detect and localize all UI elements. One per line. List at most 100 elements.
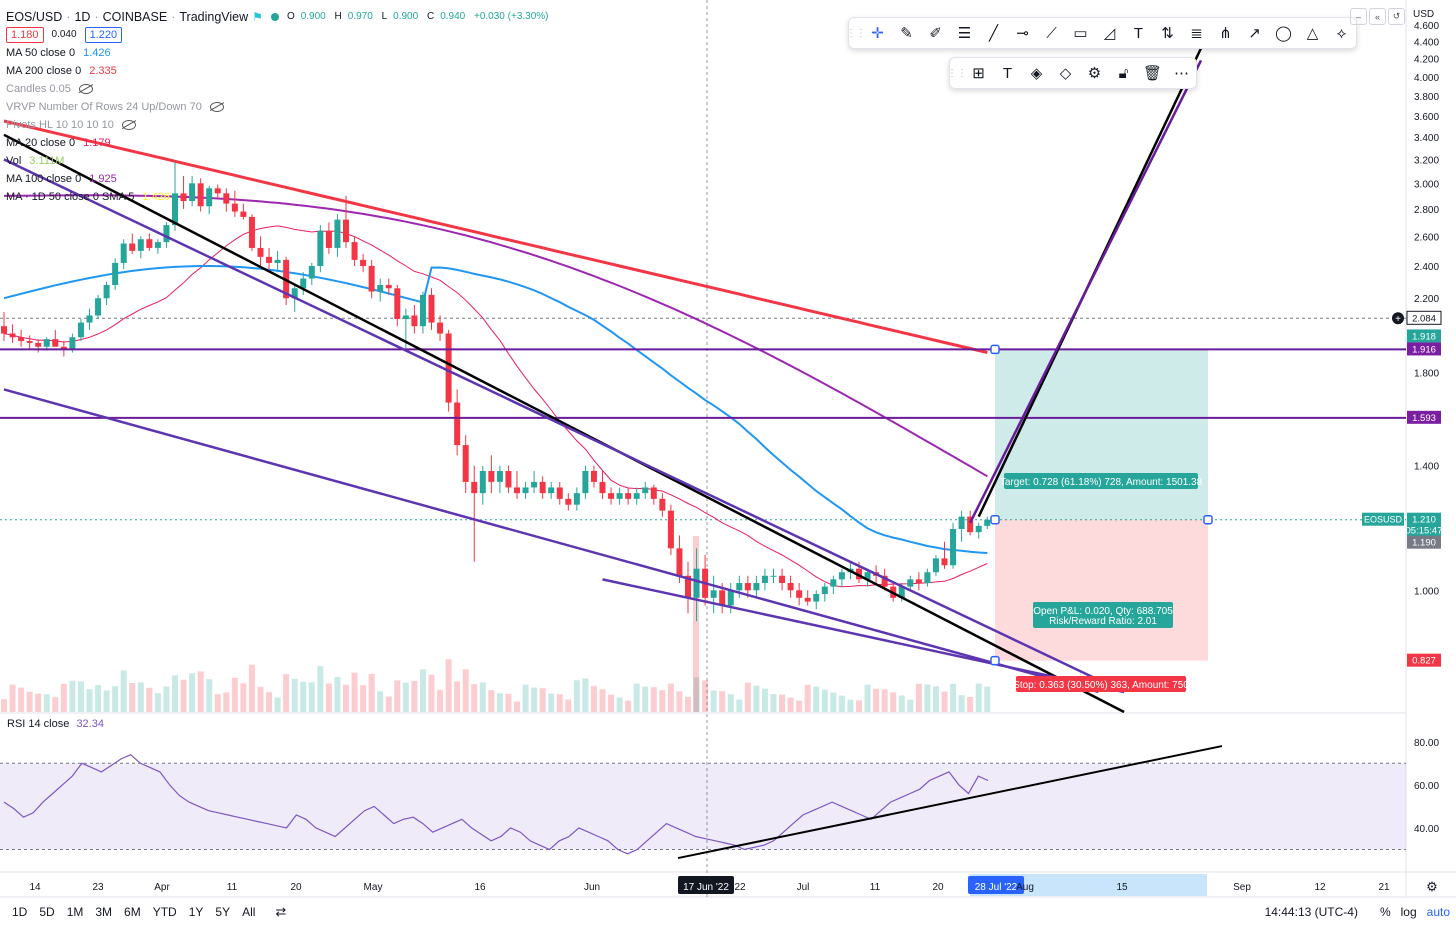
- hidden-eye-icon[interactable]: [209, 102, 224, 112]
- timeframe-all[interactable]: All: [242, 904, 256, 919]
- window-controls: – « ↺: [1350, 8, 1405, 25]
- timeframe-5y[interactable]: 5Y: [215, 904, 231, 919]
- text-icon[interactable]: T: [1002, 64, 1013, 82]
- volume-bar: [180, 679, 187, 712]
- indicator-value: 1.925: [89, 173, 117, 185]
- volume-bar: [360, 685, 367, 712]
- interval[interactable]: 1D: [74, 10, 91, 24]
- volume-bar: [95, 685, 102, 712]
- rectangle-icon[interactable]: ▭: [1073, 25, 1088, 42]
- log-toggle[interactable]: log: [1400, 904, 1417, 919]
- indicator-5[interactable]: MA 20 close 0 1.179: [6, 134, 549, 152]
- time-tick: Aug: [1016, 882, 1034, 893]
- stop-zone: [995, 519, 1208, 661]
- candle-body: [967, 516, 974, 533]
- candle-body: [343, 219, 349, 243]
- price-label: 1.210: [1407, 512, 1441, 526]
- indicator-7[interactable]: MA 100 close 0 1.925: [6, 170, 549, 188]
- path-icon[interactable]: ◿: [1103, 25, 1116, 42]
- trendline-icon[interactable]: ╱: [988, 25, 999, 42]
- sell-button[interactable]: 1.180: [6, 27, 44, 43]
- timeframe-5d[interactable]: 5D: [39, 904, 55, 919]
- fib-icon[interactable]: ☰: [957, 25, 972, 42]
- lock-icon[interactable]: 🔓︎: [1118, 64, 1129, 82]
- crosshair-icon[interactable]: ✛: [871, 25, 884, 42]
- percent-toggle[interactable]: %: [1379, 904, 1391, 919]
- volume-bar: [616, 697, 623, 712]
- text-icon[interactable]: T: [1133, 24, 1144, 42]
- pencil-icon[interactable]: ✐: [929, 25, 942, 42]
- collapse-icon[interactable]: «: [1369, 8, 1386, 25]
- flag-icon[interactable]: ⚑: [252, 10, 263, 24]
- indicator-0[interactable]: MA 50 close 0 1.426: [6, 44, 549, 62]
- candle-body: [129, 243, 136, 251]
- volume-bar: [343, 684, 349, 712]
- indicator-3[interactable]: VRVP Number Of Rows 24 Up/Down 70: [6, 98, 549, 116]
- timeframe-3m[interactable]: 3M: [95, 904, 113, 919]
- candle-body: [266, 256, 273, 263]
- more-icon[interactable]: ⋯: [1174, 65, 1189, 82]
- svg-text:05:15:47: 05:15:47: [1406, 526, 1443, 537]
- timeframe-1m[interactable]: 1M: [66, 904, 84, 919]
- volume-bar: [325, 683, 332, 712]
- goto-date-icon[interactable]: ⇄: [275, 903, 287, 919]
- buy-button[interactable]: 1.220: [84, 27, 123, 43]
- indicator-2[interactable]: Candles 0.05: [6, 80, 549, 98]
- currency-select[interactable]: USD: [1413, 9, 1435, 20]
- clock[interactable]: 14:44:13 (UTC-4): [1264, 904, 1358, 919]
- indicator-8[interactable]: MA · 1D 50 close 0 SMA 5 1.426: [6, 188, 549, 206]
- horizontal-ray-icon[interactable]: ⊸: [1016, 25, 1029, 42]
- pitchfork-icon[interactable]: ⋔: [1219, 25, 1232, 42]
- candle-body: [616, 493, 623, 499]
- drag-handle-icon[interactable]: ⋮⋮: [846, 27, 866, 39]
- arrow-icon[interactable]: ↗: [1248, 25, 1261, 42]
- indicator-6[interactable]: Vol 3.111M: [6, 152, 549, 170]
- volume-bar: [642, 686, 649, 712]
- indicator-name: MA 20 close 0: [6, 137, 76, 149]
- hidden-eye-icon[interactable]: [78, 84, 93, 94]
- restore-icon[interactable]: ↺: [1388, 8, 1405, 25]
- fill-color-icon[interactable]: ◈: [1030, 65, 1043, 82]
- volume-bar: [52, 697, 59, 712]
- timeframe-ytd[interactable]: YTD: [152, 904, 177, 919]
- template-icon[interactable]: ⊞: [972, 65, 985, 82]
- line-color-icon[interactable]: ◇: [1059, 65, 1072, 82]
- auto-toggle[interactable]: auto: [1426, 904, 1450, 919]
- brush-icon[interactable]: ✎: [900, 25, 913, 42]
- circle-icon[interactable]: ◯: [1275, 25, 1292, 42]
- candle-body: [60, 346, 67, 349]
- volume-bar: [573, 680, 580, 712]
- indicator-name: MA · 1D 50 close 0 SMA 5: [6, 191, 135, 203]
- timeframe-1d[interactable]: 1D: [12, 904, 28, 919]
- volume-bar: [197, 671, 204, 712]
- settings-icon[interactable]: ⚙: [1087, 65, 1102, 82]
- hidden-eye-icon[interactable]: [121, 120, 136, 130]
- candle-body: [496, 470, 503, 482]
- volume-bar: [856, 700, 862, 712]
- time-tick: 20: [932, 882, 944, 893]
- candle-body: [462, 445, 469, 482]
- timeframe-1y[interactable]: 1Y: [188, 904, 204, 919]
- volume-bar: [625, 700, 632, 712]
- volume-bar: [283, 674, 290, 712]
- symbol-name[interactable]: EOS/USD: [6, 10, 63, 24]
- timeframe-6m[interactable]: 6M: [124, 904, 141, 919]
- volume-bar: [924, 684, 931, 712]
- volume-bar: [402, 682, 409, 712]
- indicator-4[interactable]: Pivots HL 10 10 10 10: [6, 116, 549, 134]
- ma200-line: [3, 119, 988, 354]
- triangle-icon[interactable]: △: [1306, 25, 1319, 42]
- parallel-channel-icon[interactable]: ≣: [1190, 25, 1203, 42]
- price-tick: 2.800: [1414, 205, 1439, 216]
- indicator-1[interactable]: MA 200 close 0 2.335: [6, 62, 549, 80]
- trash-icon[interactable]: 🗑︎: [1142, 65, 1163, 82]
- measure-icon[interactable]: ⟡: [1336, 24, 1347, 42]
- candle-body: [394, 288, 401, 320]
- date-label-bg: [678, 876, 734, 894]
- trend-angle-icon[interactable]: ⟋: [1046, 24, 1057, 42]
- volume-bar: [556, 694, 563, 712]
- drag-handle-icon[interactable]: ⋮⋮: [947, 67, 967, 79]
- long-position-icon[interactable]: ⇅: [1161, 25, 1174, 42]
- minimize-icon[interactable]: –: [1350, 8, 1367, 25]
